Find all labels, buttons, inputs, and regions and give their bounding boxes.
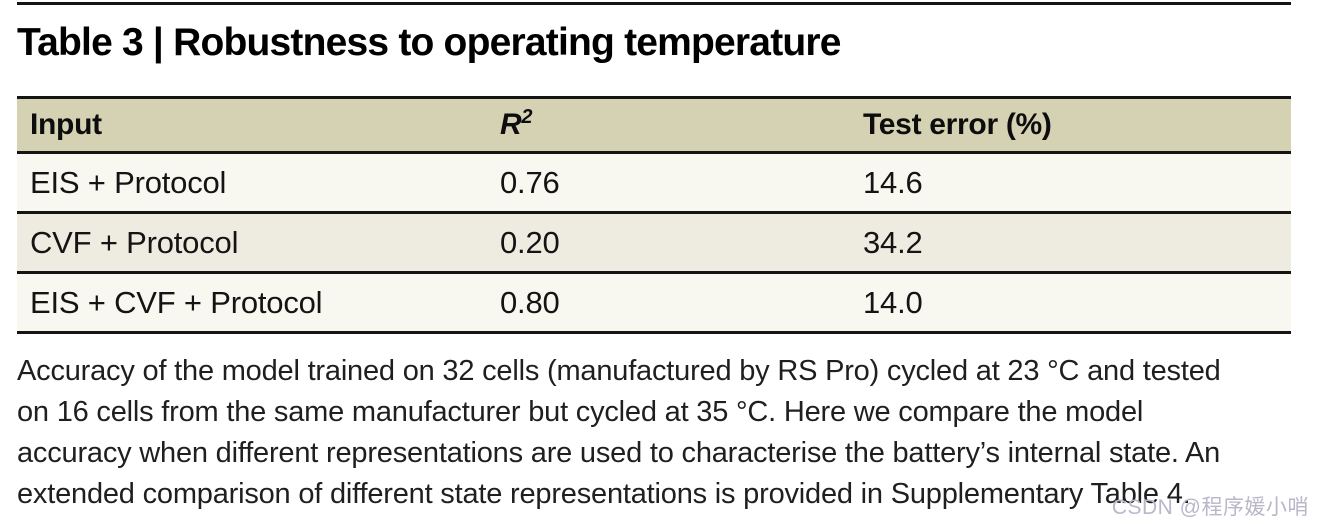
watermark: CSDN @程序媛小哨 (1111, 496, 1309, 519)
caption-line: Accuracy of the model trained on 32 cell… (17, 355, 1221, 387)
cell-r2: 0.76 (500, 164, 560, 200)
cell-r2: 0.80 (500, 284, 560, 320)
column-header-r2: R2 (500, 98, 863, 153)
cell-input: CVF + Protocol (30, 224, 239, 260)
caption-line: extended comparison of different state r… (17, 478, 1191, 510)
table-row: EIS + Protocol 0.76 14.6 (17, 152, 1291, 213)
caption-line: on 16 cells from the same manufacturer b… (17, 396, 1144, 428)
r2-base: R (500, 108, 522, 141)
column-header-test-error: Test error (%) (863, 108, 1052, 141)
table-row: CVF + Protocol 0.20 34.2 (17, 212, 1291, 273)
table-title: Table 3 | Robustness to operating temper… (17, 21, 841, 64)
table-caption: Accuracy of the model trained on 32 cell… (17, 351, 1291, 515)
figure-content: Table 3 | Robustness to operating temper… (17, 0, 1291, 515)
cell-test-error: 14.6 (863, 164, 923, 200)
robustness-table: Input R2 Test error (%) EIS + Protocol 0… (17, 96, 1291, 334)
cell-r2: 0.20 (500, 224, 560, 260)
top-rule (17, 2, 1291, 5)
cell-test-error: 14.0 (863, 284, 923, 320)
table-header-row: Input R2 Test error (%) (17, 97, 1291, 153)
cell-input: EIS + CVF + Protocol (30, 284, 323, 320)
r2-superscript: 2 (521, 106, 533, 128)
table-row: EIS + CVF + Protocol 0.80 14.0 (17, 272, 1291, 333)
caption-line: accuracy when different representations … (17, 437, 1221, 469)
cell-test-error: 34.2 (863, 224, 923, 260)
cell-input: EIS + Protocol (30, 164, 227, 200)
column-header-input: Input (30, 108, 102, 141)
